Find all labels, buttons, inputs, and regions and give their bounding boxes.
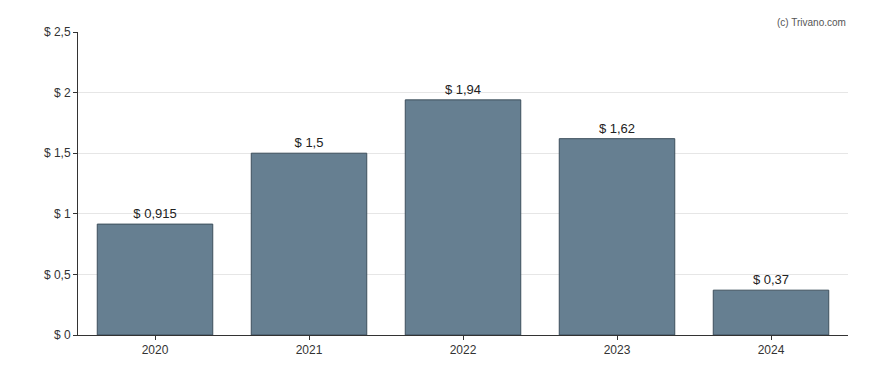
svg-text:2023: 2023 <box>604 343 631 357</box>
svg-text:$ 1,94: $ 1,94 <box>445 82 481 97</box>
svg-text:(c) Trivano.com: (c) Trivano.com <box>777 17 846 28</box>
svg-text:2024: 2024 <box>758 343 785 357</box>
svg-text:2021: 2021 <box>296 343 323 357</box>
svg-text:$ 0,915: $ 0,915 <box>133 206 176 221</box>
svg-text:$ 1,5: $ 1,5 <box>295 135 324 150</box>
svg-text:$ 0: $ 0 <box>54 328 71 342</box>
svg-text:$ 0,37: $ 0,37 <box>753 272 789 287</box>
svg-text:2022: 2022 <box>450 343 477 357</box>
svg-text:$ 1: $ 1 <box>54 207 71 221</box>
svg-text:$ 1,5: $ 1,5 <box>44 146 71 160</box>
svg-text:$ 0,5: $ 0,5 <box>44 268 71 282</box>
svg-text:$ 1,62: $ 1,62 <box>599 121 635 136</box>
svg-text:2020: 2020 <box>142 343 169 357</box>
svg-text:$ 2,5: $ 2,5 <box>44 25 71 39</box>
svg-text:$ 2: $ 2 <box>54 86 71 100</box>
